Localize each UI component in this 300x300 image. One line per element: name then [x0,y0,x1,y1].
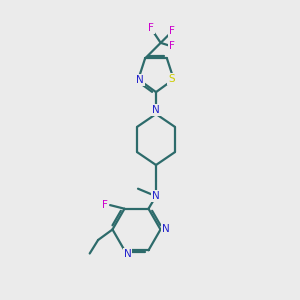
Text: N: N [136,75,144,85]
Text: F: F [102,200,108,210]
Text: F: F [169,41,175,52]
Text: N: N [124,249,131,259]
Text: F: F [169,26,175,37]
Text: F: F [148,23,154,34]
Text: N: N [162,224,170,235]
Text: N: N [152,105,160,116]
Text: N: N [152,191,160,201]
Text: S: S [168,74,175,84]
